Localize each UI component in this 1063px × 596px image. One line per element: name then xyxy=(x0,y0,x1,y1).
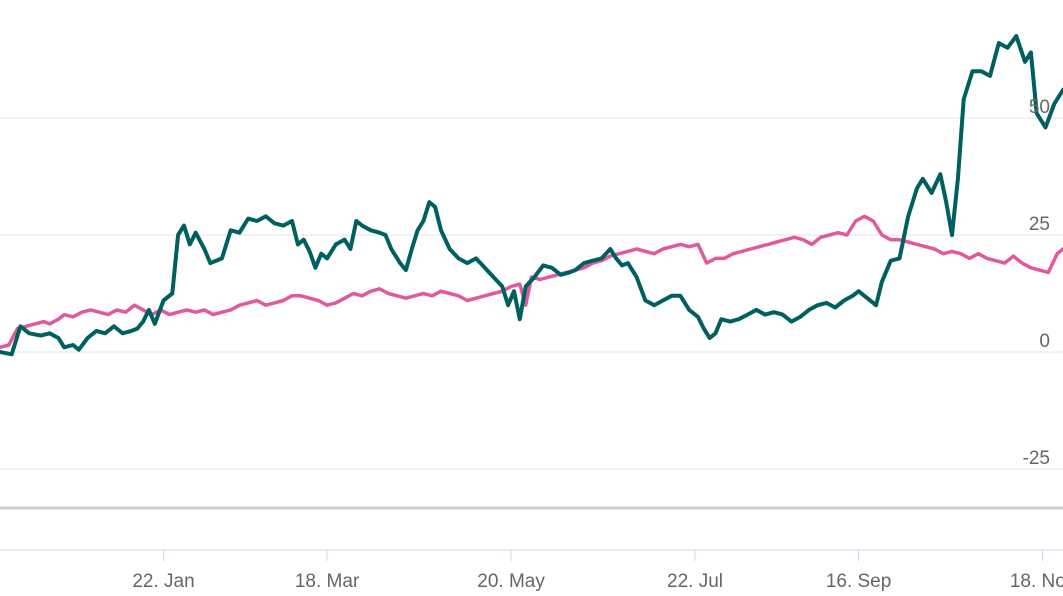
x-tick-label: 18. Mar xyxy=(295,571,360,592)
y-tick-label: -25 xyxy=(1023,448,1050,469)
x-tick-label: 18. Nov xyxy=(1010,571,1063,592)
y-tick-label: 50 xyxy=(1029,97,1050,118)
x-axis: 22. Jan 18. Mar 20. May 22. Jul 16. Sep 18. N… xyxy=(132,550,1063,592)
x-tick-label: 22. Jul xyxy=(667,571,723,592)
x-tick-label: 20. May xyxy=(477,571,545,592)
series-layer xyxy=(0,34,1063,357)
series-line-1 xyxy=(0,214,1063,350)
x-tick-label: 22. Jan xyxy=(132,571,194,592)
series-line-0 xyxy=(0,34,1063,357)
y-axis-labels: 50 25 0 -25 xyxy=(1023,97,1050,469)
x-tick-label: 16. Sep xyxy=(826,571,892,592)
gridlines xyxy=(0,117,1063,470)
y-tick-label: 25 xyxy=(1029,214,1050,235)
y-tick-label: 0 xyxy=(1039,331,1050,352)
